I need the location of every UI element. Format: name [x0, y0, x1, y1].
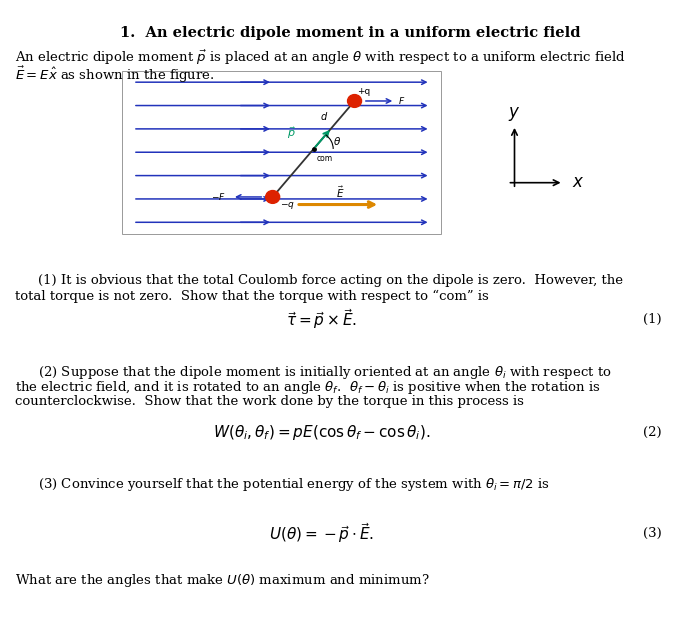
Text: (2): (2) — [643, 426, 662, 438]
Text: (1) It is obvious that the total Coulomb force acting on the dipole is zero.  Ho: (1) It is obvious that the total Coulomb… — [38, 274, 624, 287]
Text: $-q$: $-q$ — [280, 200, 295, 211]
Text: (1): (1) — [643, 313, 662, 326]
Text: +q: +q — [356, 87, 370, 96]
Text: 1.  An electric dipole moment in a uniform electric field: 1. An electric dipole moment in a unifor… — [120, 26, 580, 40]
Text: $\vec{E} = E\hat{x}$ as shown in the figure.: $\vec{E} = E\hat{x}$ as shown in the fig… — [15, 65, 215, 85]
Text: $y$: $y$ — [508, 105, 521, 123]
Circle shape — [266, 190, 280, 203]
Text: total torque is not zero.  Show that the torque with respect to “com” is: total torque is not zero. Show that the … — [15, 290, 489, 303]
Text: (3): (3) — [643, 527, 662, 540]
Text: $U(\theta) = -\vec{p}\cdot\vec{E}.$: $U(\theta) = -\vec{p}\cdot\vec{E}.$ — [270, 521, 374, 545]
Text: $-F$: $-F$ — [211, 192, 226, 203]
Text: $x$: $x$ — [572, 174, 584, 191]
Bar — [122, 71, 441, 234]
Text: An electric dipole moment $\vec{p}$ is placed at an angle $\theta$ with respect : An electric dipole moment $\vec{p}$ is p… — [15, 49, 626, 67]
Text: $F$: $F$ — [398, 96, 405, 106]
Circle shape — [347, 95, 361, 108]
Text: $\theta$: $\theta$ — [333, 135, 342, 147]
Text: What are the angles that make $U(\theta)$ maximum and minimum?: What are the angles that make $U(\theta)… — [15, 572, 430, 589]
Text: $\vec{\tau} = \vec{p} \times \vec{E}.$: $\vec{\tau} = \vec{p} \times \vec{E}.$ — [286, 307, 358, 331]
Text: $d$: $d$ — [320, 110, 328, 122]
Text: counterclockwise.  Show that the work done by the torque in this process is: counterclockwise. Show that the work don… — [15, 395, 524, 408]
Text: $W(\theta_i, \theta_f) = pE(\cos\theta_f - \cos\theta_i).$: $W(\theta_i, \theta_f) = pE(\cos\theta_f… — [214, 422, 430, 442]
Text: $\vec{p}$: $\vec{p}$ — [287, 126, 295, 142]
Text: (3) Convince yourself that the potential energy of the system with $\theta_i = \: (3) Convince yourself that the potential… — [38, 476, 550, 493]
Text: com: com — [316, 154, 332, 163]
Text: (2) Suppose that the dipole moment is initially oriented at an angle $\theta_i$ : (2) Suppose that the dipole moment is in… — [38, 364, 612, 381]
Text: the electric field, and it is rotated to an angle $\theta_f$.  $\theta_f - \thet: the electric field, and it is rotated to… — [15, 379, 601, 397]
Text: $\vec{E}$: $\vec{E}$ — [336, 185, 344, 200]
